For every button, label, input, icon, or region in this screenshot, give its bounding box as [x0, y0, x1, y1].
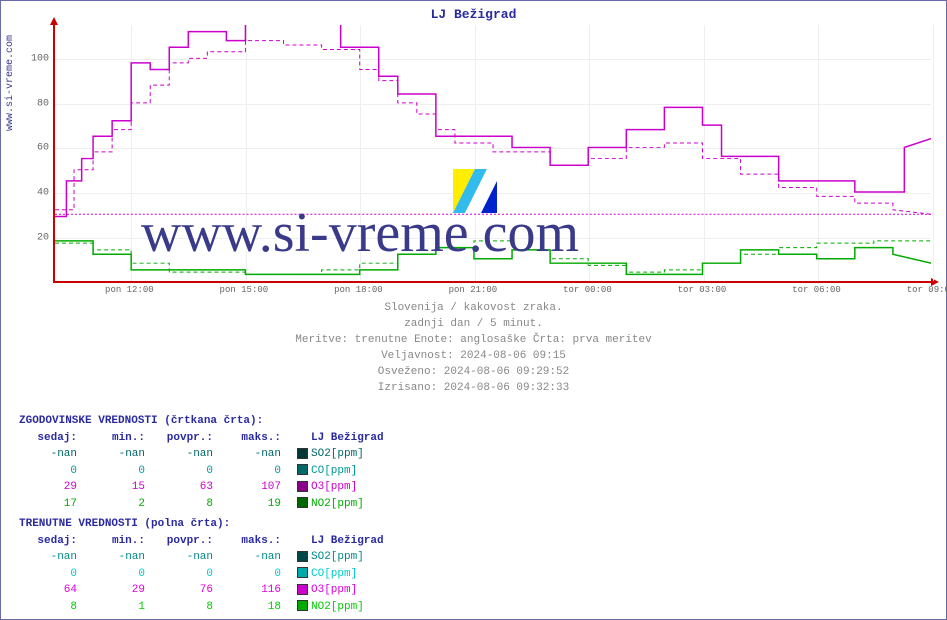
table-cell: 76	[155, 582, 223, 599]
table-cell: 8	[155, 599, 223, 616]
y-tick-label: 80	[37, 98, 49, 109]
table-cell: 107	[223, 479, 291, 496]
x-tick-label: pon 21:00	[449, 285, 498, 295]
table-cell: -nan	[87, 549, 155, 566]
table-cell: 0	[87, 566, 155, 583]
table-cell: 19	[223, 496, 291, 513]
chart-frame: LJ Bežigrad www.si-vreme.com 20406080100…	[0, 0, 947, 620]
x-tick-label: tor 09:00	[907, 285, 947, 295]
subtitle-block: Slovenija / kakovost zraka. zadnji dan /…	[1, 301, 946, 397]
table-cell: 0	[155, 463, 223, 480]
table-header: sedaj:	[19, 533, 87, 550]
series-label: NO2[ppm]	[311, 599, 431, 616]
table-cell: 15	[87, 479, 155, 496]
table-header: min.:	[87, 533, 155, 550]
series-swatch	[297, 481, 308, 492]
series-swatch	[297, 567, 308, 578]
table-cell: -nan	[155, 549, 223, 566]
subtitle-line: Meritve: trenutne Enote: anglosaške Črta…	[1, 333, 946, 349]
hist-table-title: ZGODOVINSKE VREDNOSTI (črtkana črta):	[19, 413, 431, 430]
table-cell: 29	[19, 479, 87, 496]
table-cell: 0	[223, 566, 291, 583]
table-row: 81818NO2[ppm]	[19, 599, 431, 616]
series-swatch	[297, 551, 308, 562]
table-cell: 8	[19, 599, 87, 616]
series-label: SO2[ppm]	[311, 446, 431, 463]
table-row: 291563107 O3[ppm]	[19, 479, 431, 496]
table-cell: -nan	[155, 446, 223, 463]
table-cell: 0	[155, 566, 223, 583]
table-cell: 29	[87, 582, 155, 599]
data-tables: ZGODOVINSKE VREDNOSTI (črtkana črta):sed…	[19, 409, 431, 615]
subtitle-line: Slovenija / kakovost zraka.	[1, 301, 946, 317]
table-cell: 64	[19, 582, 87, 599]
table-cell: -nan	[223, 446, 291, 463]
subtitle-line: Veljavnost: 2024-08-06 09:15	[1, 349, 946, 365]
series-swatch	[297, 497, 308, 508]
table-cell: 2	[87, 496, 155, 513]
table-cell: 0	[87, 463, 155, 480]
subtitle-line: Osveženo: 2024-08-06 09:29:52	[1, 365, 946, 381]
table-cell: 17	[19, 496, 87, 513]
table-location: LJ Bežigrad	[311, 430, 431, 447]
table-row: -nan-nan-nan-nanSO2[ppm]	[19, 446, 431, 463]
y-tick-label: 60	[37, 143, 49, 154]
series-label: CO[ppm]	[311, 463, 431, 480]
y-axis-label: www.si-vreme.com	[5, 35, 16, 131]
table-header: povpr.:	[155, 533, 223, 550]
table-header: maks.:	[223, 430, 291, 447]
series-label: SO2[ppm]	[311, 549, 431, 566]
x-axis-ticks: pon 12:00 pon 15:00 pon 18:00 pon 21:00 tor …	[53, 285, 931, 299]
table-row: 0000CO[ppm]	[19, 463, 431, 480]
x-tick-label: pon 12:00	[105, 285, 154, 295]
x-tick-label: tor 06:00	[792, 285, 841, 295]
axis-arrow-up-icon	[50, 17, 58, 25]
series-label: O3[ppm]	[311, 582, 431, 599]
series-label: NO2[ppm]	[311, 496, 431, 513]
subtitle-line: Izrisano: 2024-08-06 09:32:33	[1, 381, 946, 397]
series-swatch	[297, 600, 308, 611]
y-tick-label: 40	[37, 188, 49, 199]
series-swatch	[297, 448, 308, 459]
table-row: -nan-nan-nan-nanSO2[ppm]	[19, 549, 431, 566]
table-cell: -nan	[87, 446, 155, 463]
y-axis-ticks: 20 40 60 80 100	[23, 25, 49, 283]
table-cell: -nan	[19, 549, 87, 566]
x-tick-label: pon 18:00	[334, 285, 383, 295]
table-location: LJ Bežigrad	[311, 533, 431, 550]
table-header: maks.:	[223, 533, 291, 550]
series-swatch	[297, 584, 308, 595]
table-cell: 116	[223, 582, 291, 599]
table-cell: -nan	[223, 549, 291, 566]
table-cell: 0	[19, 463, 87, 480]
watermark-text: www.si-vreme.com	[141, 201, 579, 265]
x-tick-label: pon 15:00	[220, 285, 269, 295]
table-row: 642976116 O3[ppm]	[19, 582, 431, 599]
table-cell: -nan	[19, 446, 87, 463]
table-cell: 1	[87, 599, 155, 616]
series-label: O3[ppm]	[311, 479, 431, 496]
table-cell: 8	[155, 496, 223, 513]
table-cell: 0	[223, 463, 291, 480]
table-header: povpr.:	[155, 430, 223, 447]
x-tick-label: tor 00:00	[563, 285, 612, 295]
table-cell: 63	[155, 479, 223, 496]
table-cell: 18	[223, 599, 291, 616]
chart-title: LJ Bežigrad	[1, 7, 946, 22]
series-label: CO[ppm]	[311, 566, 431, 583]
table-row: 0000CO[ppm]	[19, 566, 431, 583]
table-row: 172819 NO2[ppm]	[19, 496, 431, 513]
x-tick-label: tor 03:00	[678, 285, 727, 295]
subtitle-line: zadnji dan / 5 minut.	[1, 317, 946, 333]
curr-table-title: TRENUTNE VREDNOSTI (polna črta):	[19, 516, 431, 533]
series-swatch	[297, 464, 308, 475]
y-tick-label: 100	[31, 53, 49, 64]
table-header: sedaj:	[19, 430, 87, 447]
y-tick-label: 20	[37, 233, 49, 244]
table-header: min.:	[87, 430, 155, 447]
table-cell: 0	[19, 566, 87, 583]
